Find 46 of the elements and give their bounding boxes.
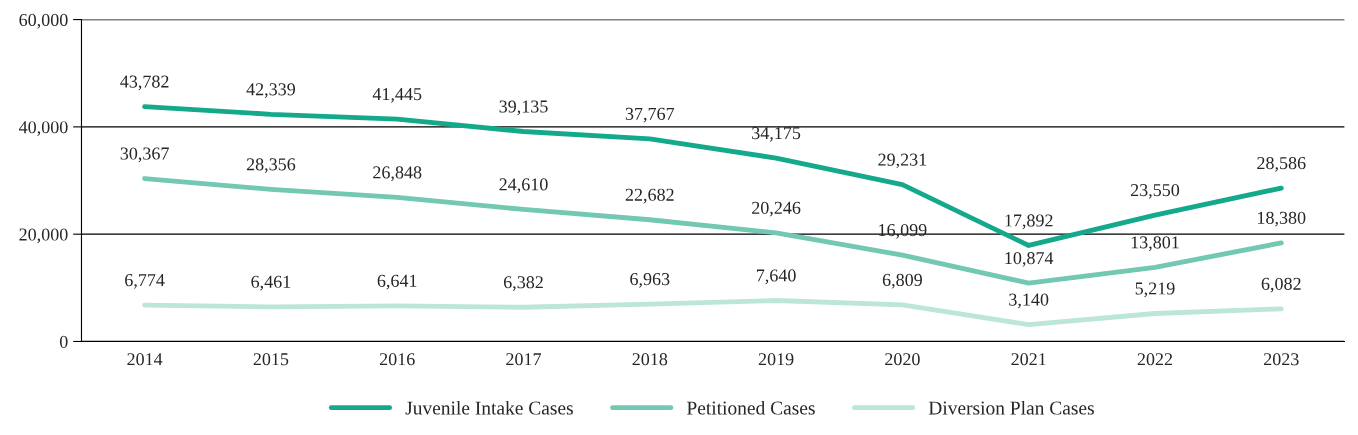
x-tick-label: 2021 <box>1011 353 1046 366</box>
data-label: 34,175 <box>752 127 801 142</box>
data-label: 26,848 <box>373 166 422 182</box>
data-label: 43,782 <box>120 75 169 91</box>
data-label: 28,586 <box>1257 156 1306 172</box>
data-label: 6,382 <box>503 276 543 291</box>
legend-label: Petitioned Cases <box>686 400 815 415</box>
x-tick-label: 2016 <box>379 353 415 366</box>
y-tick-label: 20,000 <box>19 228 68 244</box>
data-label: 18,380 <box>1258 211 1306 227</box>
y-tick-label: 60,000 <box>19 13 68 29</box>
x-tick-label: 2014 <box>127 353 163 366</box>
data-label: 23,550 <box>1130 184 1180 199</box>
y-tick-label: 0 <box>59 335 68 348</box>
data-label: 6,774 <box>125 274 165 289</box>
data-label: 28,356 <box>246 158 296 173</box>
data-label: 41,445 <box>372 88 422 103</box>
data-label: 42,339 <box>246 83 296 98</box>
legend-label: Diversion Plan Cases <box>928 400 1094 415</box>
data-label: 6,461 <box>251 275 291 291</box>
data-label: 3,140 <box>1009 293 1049 309</box>
x-tick-label: 2015 <box>253 353 289 366</box>
data-label: 24,610 <box>499 178 548 194</box>
data-label: 6,963 <box>630 273 670 288</box>
data-label: 6,082 <box>1261 277 1301 293</box>
data-label: 30,367 <box>120 147 169 163</box>
data-label: 10,874 <box>1005 252 1054 267</box>
data-label: 7,640 <box>756 269 796 285</box>
x-tick-label: 2020 <box>885 353 920 366</box>
data-label: 13,801 <box>1131 236 1179 252</box>
data-label: 39,135 <box>499 100 548 116</box>
legend-label: Juvenile Intake Cases <box>405 400 573 415</box>
data-label: 37,767 <box>625 107 675 123</box>
data-label: 22,682 <box>625 188 674 204</box>
data-label: 29,231 <box>878 153 927 169</box>
data-label: 5,219 <box>1135 282 1175 298</box>
data-label: 20,246 <box>752 201 801 217</box>
x-tick-label: 2017 <box>506 353 542 366</box>
data-label: 6,809 <box>882 273 922 289</box>
x-tick-label: 2018 <box>632 353 668 366</box>
x-tick-label: 2023 <box>1264 353 1299 366</box>
y-tick-label: 40,000 <box>18 121 68 136</box>
data-label: 17,892 <box>1005 214 1053 230</box>
x-tick-label: 2019 <box>758 353 794 366</box>
x-tick-label: 2022 <box>1137 353 1173 366</box>
data-label: 6,641 <box>377 274 417 290</box>
